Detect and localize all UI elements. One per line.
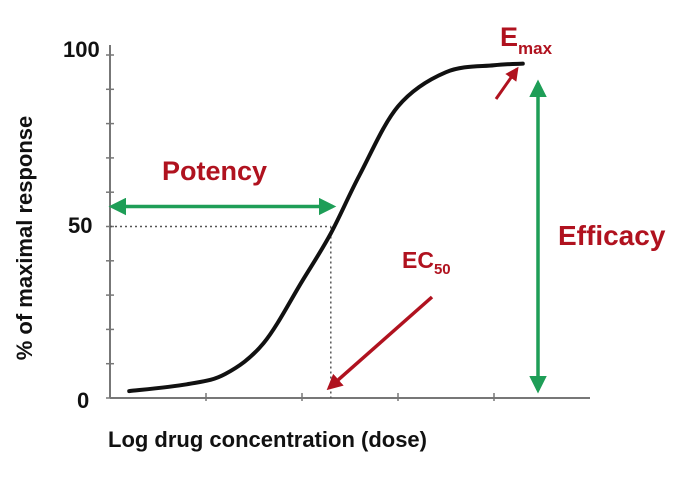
emax-label-main: E [500, 22, 518, 52]
y-axis-label: % of maximal response [12, 116, 37, 361]
emax-label: Emax [500, 22, 553, 58]
efficacy-label: Efficacy [558, 220, 666, 251]
y-tick-label-0: 0 [77, 388, 89, 413]
x-axis-label: Log drug concentration (dose) [108, 427, 427, 452]
ec50-label: EC50 [402, 247, 451, 278]
ec50-label-sub: 50 [434, 261, 451, 278]
dose-response-curve [127, 61, 525, 394]
ec50-arrow [326, 295, 434, 391]
emax-label-sub: max [518, 39, 553, 58]
x-tick-marks [205, 393, 495, 401]
ec50-label-main: EC [402, 247, 434, 273]
potency-label: Potency [162, 156, 267, 186]
y-tick-label-100: 100 [63, 37, 100, 62]
y-tick-label-50: 50 [68, 213, 92, 238]
emax-arrow [494, 66, 519, 100]
y-tick-marks [106, 54, 114, 399]
